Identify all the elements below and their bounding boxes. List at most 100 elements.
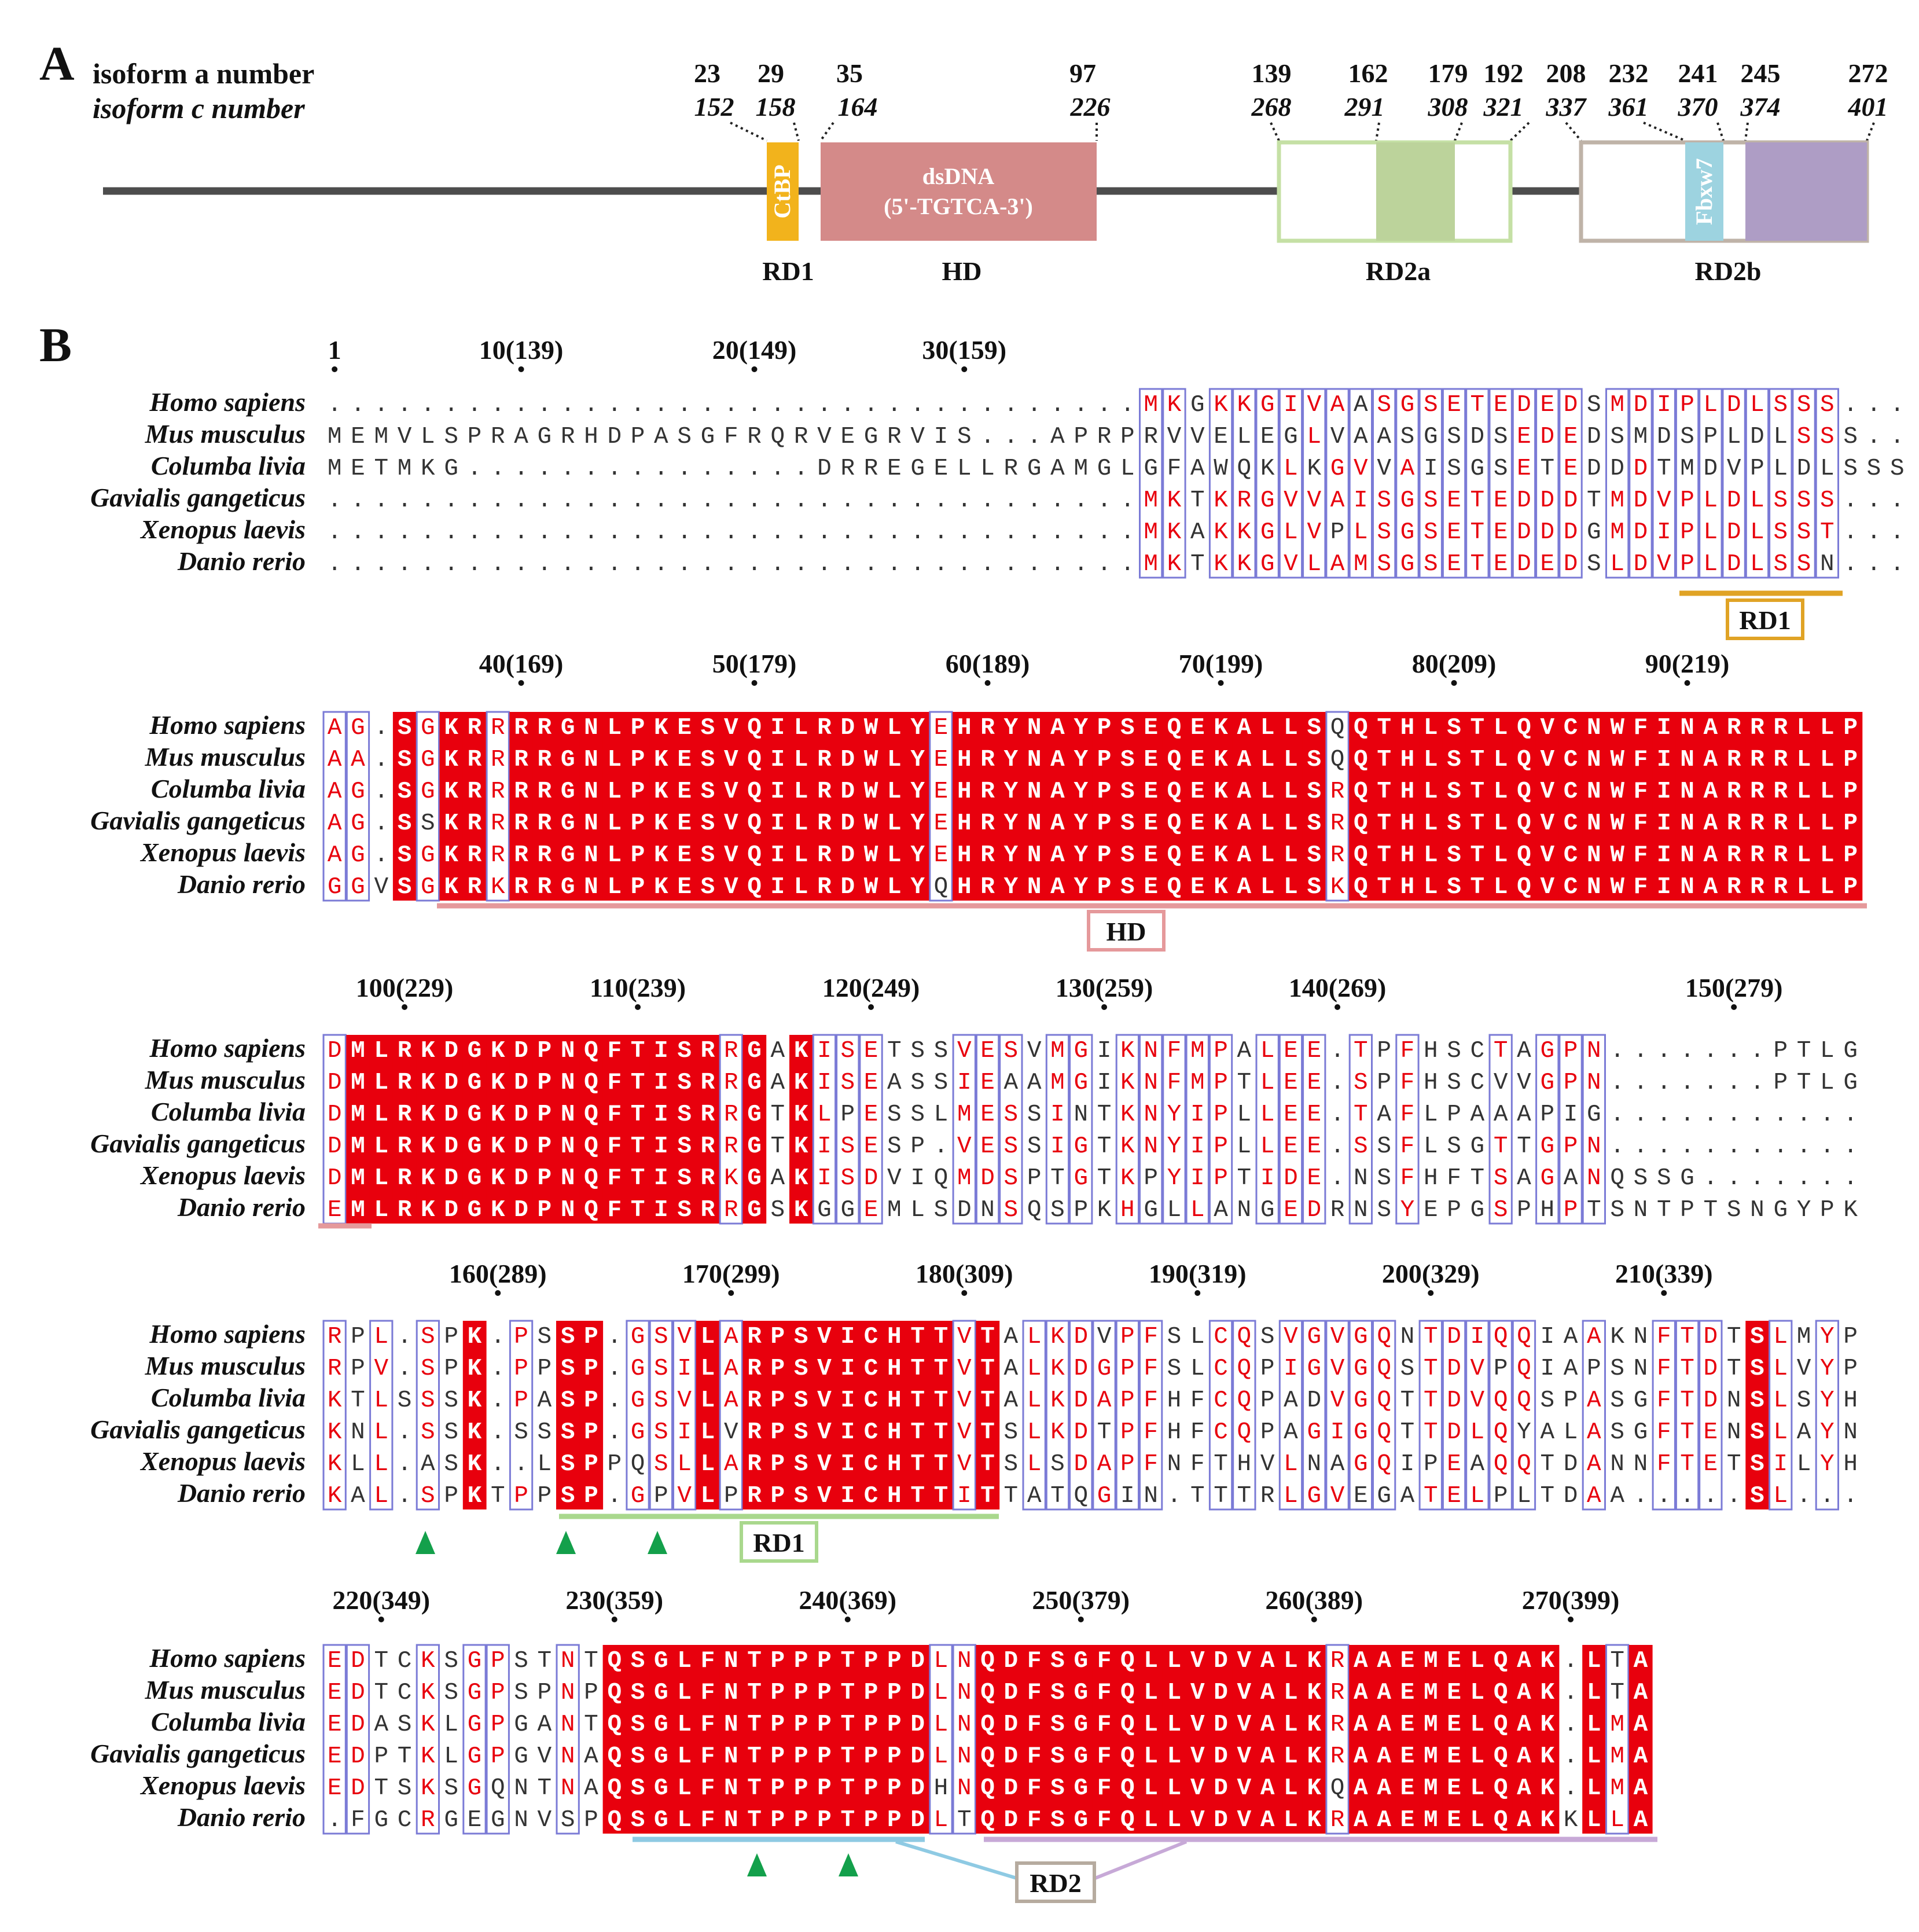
residue: T [374,1680,388,1706]
conserved-column [1162,712,1186,901]
conserved-column [1465,712,1490,901]
residue: S [631,1648,645,1674]
conserved-column [789,1321,813,1509]
residue: K [794,1101,808,1128]
residue: P [538,1070,552,1096]
residue: K [1214,874,1228,901]
residue: K [421,1743,435,1770]
residue: N [1400,1324,1415,1350]
residue: . [1797,1101,1811,1128]
residue: I [1773,1451,1788,1478]
residue: T [1471,392,1485,418]
residue: . [1680,1038,1694,1064]
residue: H [1540,1197,1554,1224]
residue: I [840,1324,855,1350]
residue: R [1727,810,1741,837]
residue: L [1494,715,1508,741]
residue: W [864,874,878,901]
residue: G [747,1038,762,1064]
residue: A [1377,1101,1391,1128]
similar-column-box [626,1320,650,1511]
residue: D [328,1165,342,1192]
conserved-column [602,1645,627,1834]
residue: H [1400,715,1415,741]
residue: . [1727,1070,1741,1096]
residue: S [1400,424,1415,450]
residue: G [491,1807,505,1834]
conserved-column [672,1035,697,1224]
position-label: 20(149) [712,335,797,365]
residue: K [1167,392,1182,418]
residue: L [677,1451,692,1478]
residue: S [561,1387,575,1414]
residue: E [1260,424,1275,450]
residue: . [1843,551,1858,578]
residue: L [1424,1133,1438,1160]
residue: L [1820,1038,1835,1064]
conserved-column [602,1035,627,1224]
residue: L [374,1197,388,1224]
residue: P [1447,1101,1461,1128]
conserved-column [1092,712,1116,901]
conserved-column [626,712,650,901]
residue: S [398,747,412,773]
residue: D [957,1197,972,1224]
ctbp-domain [767,142,799,241]
residue: V [1237,1743,1252,1770]
residue: . [654,456,668,482]
residue: S [654,1356,668,1382]
residue: . [1657,1070,1671,1096]
residue: N [1027,874,1042,901]
residue: L [1284,1775,1298,1802]
residue: G [631,1356,645,1382]
residue: A [1634,1680,1648,1706]
position-dot [1335,1004,1341,1010]
residue: V [1471,1356,1485,1382]
residue: A [1610,1483,1624,1509]
species-label: Danio rerio [177,1478,306,1508]
conserved-column [1558,712,1583,901]
residue: R [747,1324,762,1350]
residue: T [1377,715,1391,741]
residue: R [538,810,552,837]
residue: I [840,1387,855,1414]
residue: . [980,392,995,418]
residue: R [1004,456,1019,482]
residue: R [1330,1680,1345,1706]
residue: S [677,1133,692,1160]
residue: L [1820,874,1835,901]
residue: K [1330,874,1345,901]
residue: A [1330,392,1345,418]
conserved-column [696,1645,720,1834]
residue: W [1610,747,1624,773]
residue: N [1634,1451,1648,1478]
residue: . [1004,551,1019,578]
residue: R [491,715,505,741]
conserved-column [1745,712,1770,901]
residue: T [374,456,388,482]
conserved-column [439,1035,464,1224]
residue: P [771,1807,785,1834]
residue: P [1424,1451,1438,1478]
residue: . [491,392,505,418]
residue: S [561,1483,575,1509]
residue: A [514,424,528,450]
species-label: Xenopus laevis [139,515,306,544]
rd2-box [1015,1861,1096,1903]
residue: . [491,1324,505,1350]
residue: A [1517,1648,1531,1674]
residue: . [1120,551,1135,578]
residue: I [1097,1070,1112,1096]
residue: T [1540,1451,1554,1478]
residue: K [1610,1324,1624,1350]
similar-column-box [975,1034,1000,1225]
residue: L [1471,1775,1485,1802]
residue: T [1237,1165,1252,1192]
residue: D [1727,551,1741,578]
residue: A [1004,1356,1019,1382]
residue: K [1307,1680,1321,1706]
residue: W [1610,715,1624,741]
residue: E [887,456,902,482]
residue: . [1074,392,1088,418]
